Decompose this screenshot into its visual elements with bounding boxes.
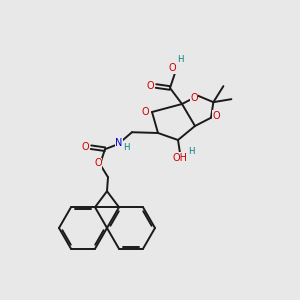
Text: H: H [123,143,129,152]
Text: O: O [94,158,102,168]
Text: N: N [115,138,123,148]
Text: O: O [168,63,176,73]
Text: H: H [177,56,183,64]
Text: O: O [212,111,220,121]
Text: H: H [188,148,194,157]
Text: O: O [190,93,198,103]
Text: O: O [81,142,89,152]
Text: O: O [146,81,154,91]
Text: OH: OH [172,153,188,163]
Text: O: O [141,107,149,117]
